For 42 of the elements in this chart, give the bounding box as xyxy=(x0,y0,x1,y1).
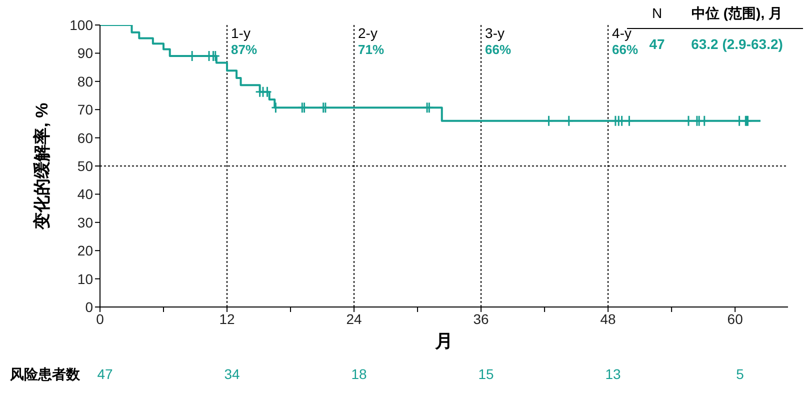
text: 18 xyxy=(351,366,367,382)
y-tick-label: 80 xyxy=(77,73,94,90)
text: N xyxy=(650,5,664,23)
point xyxy=(270,102,280,114)
point xyxy=(624,115,634,127)
y-tick-label: 60 xyxy=(77,130,94,146)
y-axis-title: 变化的缓解率, % xyxy=(32,102,52,230)
y-tick-label: 100 xyxy=(70,16,94,33)
x-tick-label: 48 xyxy=(600,310,616,327)
x-tick-label: 24 xyxy=(346,310,362,327)
point xyxy=(564,115,574,127)
point xyxy=(684,115,694,127)
y-tick-label: 70 xyxy=(77,102,94,118)
y-tick-label: 90 xyxy=(77,45,94,62)
x-tick-label: 60 xyxy=(727,310,744,327)
point xyxy=(544,115,554,127)
ref-line-label: 1-y 87% xyxy=(231,25,258,57)
point xyxy=(300,102,310,114)
point xyxy=(700,115,710,127)
text: 中位 (范围), 月 xyxy=(690,5,784,23)
text: 5 xyxy=(736,366,744,382)
text: 风险患者数 xyxy=(10,366,80,384)
text: 13 xyxy=(605,366,621,382)
text: 47 xyxy=(97,366,113,382)
x-tick-label: 12 xyxy=(219,310,236,327)
y-tick-label: 40 xyxy=(77,186,94,202)
text: 15 xyxy=(478,366,494,382)
annotation: 47 xyxy=(649,36,665,52)
text: 34 xyxy=(224,366,240,382)
ref-line-label: 4-y 66% xyxy=(612,25,639,57)
y-tick-label: 50 xyxy=(77,158,94,174)
x-axis-title: 月 xyxy=(435,330,453,353)
annotation: 63.2 (2.9-63.2) xyxy=(690,36,784,52)
y-tick-label: 10 xyxy=(77,270,94,287)
ref-line-label: 3-y 66% xyxy=(485,25,512,57)
ref-line-label: 2-y 71% xyxy=(358,25,384,57)
point xyxy=(734,115,744,127)
x-tick-label: 0 xyxy=(96,310,104,327)
y-tick-label: 30 xyxy=(77,214,94,230)
y-tick-label: 20 xyxy=(77,242,94,259)
x-tick-label: 36 xyxy=(473,310,490,327)
y-tick-label: 0 xyxy=(85,298,94,315)
